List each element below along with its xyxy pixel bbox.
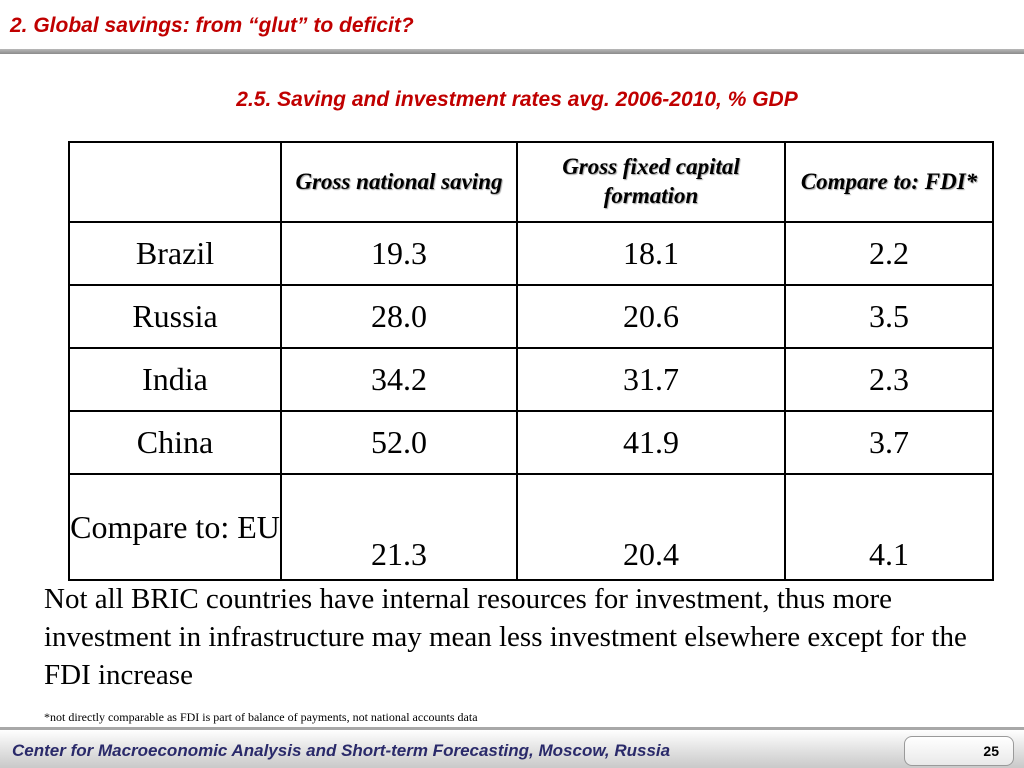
saving-value: 34.2 [280, 347, 518, 412]
footer-bar: Center for Macroeconomic Analysis and Sh… [0, 727, 1024, 768]
fdi-value: 3.7 [784, 410, 994, 475]
row-label: India [68, 347, 282, 412]
fdi-value: 3.5 [784, 284, 994, 349]
row-label: China [68, 410, 282, 475]
table-row: Brazil 19.3 18.1 2.2 [68, 221, 994, 286]
saving-value: 52.0 [280, 410, 518, 475]
table-row: Russia 28.0 20.6 3.5 [68, 284, 994, 349]
body-note: Not all BRIC countries have internal res… [44, 583, 967, 691]
table-row: Compare to: EU 21.3 20.4 4.1 [68, 473, 994, 581]
savings-investment-table: Gross national saving Gross fixed capita… [68, 141, 994, 581]
table-row: India 34.2 31.7 2.3 [68, 347, 994, 412]
gfcf-value: 41.9 [516, 410, 786, 475]
header-cell-gross-national-saving: Gross national saving [280, 141, 518, 223]
footer-organization: Center for Macroeconomic Analysis and Sh… [12, 741, 671, 760]
saving-value: 21.3 [280, 473, 518, 581]
gfcf-value: 18.1 [516, 221, 786, 286]
table-header-row: Gross national saving Gross fixed capita… [68, 141, 994, 223]
saving-value: 19.3 [280, 221, 518, 286]
row-label: Brazil [68, 221, 282, 286]
fdi-value: 4.1 [784, 473, 994, 581]
footnote: *not directly comparable as FDI is part … [44, 710, 478, 724]
gfcf-value: 20.6 [516, 284, 786, 349]
gfcf-value: 31.7 [516, 347, 786, 412]
table-row: China 52.0 41.9 3.7 [68, 410, 994, 475]
slide-subtitle: 2.5. Saving and investment rates avg. 20… [236, 88, 798, 111]
header-cell-empty [68, 141, 282, 223]
row-label: Russia [68, 284, 282, 349]
fdi-value: 2.2 [784, 221, 994, 286]
fdi-value: 2.3 [784, 347, 994, 412]
slide-section-title: 2. Global savings: from “glut” to defici… [10, 14, 414, 37]
row-label: Compare to: EU [68, 473, 282, 581]
page-number: 25 [983, 743, 999, 759]
saving-value: 28.0 [280, 284, 518, 349]
page-number-box: 25 [904, 736, 1014, 766]
header-divider [0, 49, 1024, 54]
gfcf-value: 20.4 [516, 473, 786, 581]
header-cell-fdi: Compare to: FDI* [784, 141, 994, 223]
header-cell-gross-fixed-capital-formation: Gross fixed capital formation [516, 141, 786, 223]
